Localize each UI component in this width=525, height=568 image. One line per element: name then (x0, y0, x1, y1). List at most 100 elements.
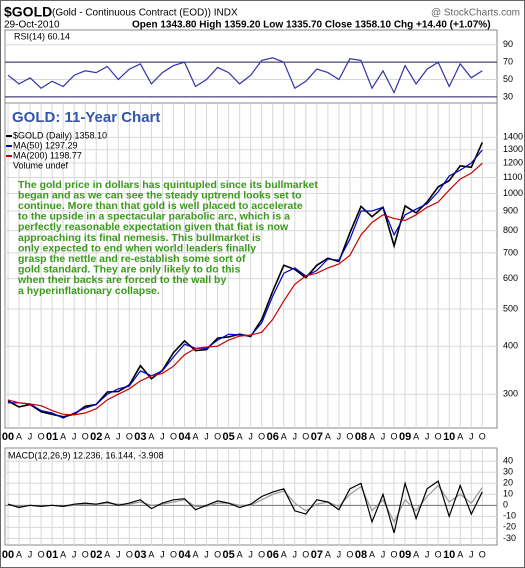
annotation: perfectly reasonable expectation given t… (18, 221, 289, 233)
y-tick-label: 20 (503, 478, 513, 488)
annotation: The gold price in dollars has quintupled… (18, 179, 318, 191)
x-tick-label: J (160, 549, 165, 559)
x-tick-label: 06 (267, 549, 279, 561)
annotation: only expected to end when world leaders … (18, 242, 256, 254)
x-tick-label: J (28, 431, 33, 441)
x-tick-label: J (248, 549, 253, 559)
x-tick-label: A (325, 431, 331, 441)
x-tick-label: O (346, 431, 353, 441)
y-tick-label: 30 (503, 467, 513, 477)
x-tick-label: O (38, 549, 45, 559)
y-tick-label: 90 (503, 39, 513, 49)
instrument-name: (Gold - Continuous Contract (EOD)) INDX (52, 8, 238, 19)
x-tick-label: J (425, 431, 430, 441)
x-tick-label: A (325, 549, 331, 559)
annotation: continue. More than that gold is well pl… (18, 200, 303, 212)
x-tick-label: A (148, 431, 154, 441)
annotation: when their backs are forced to the wall … (17, 274, 226, 286)
legend-entry: Volume undef (13, 160, 69, 170)
x-tick-label: J (469, 549, 474, 559)
x-tick-label: J (293, 549, 298, 559)
x-tick-label: 04 (178, 549, 191, 561)
y-tick-label: 10 (503, 489, 513, 499)
x-tick-label: J (425, 549, 430, 559)
symbol: $GOLD (4, 4, 52, 20)
x-tick-label: O (214, 549, 221, 559)
x-tick-label: 08 (355, 549, 367, 561)
panel-label: MACD(12,26,9) 12.236, 16.144, -3.908 (8, 450, 164, 460)
x-tick-label: 02 (90, 431, 102, 443)
x-tick-label: 07 (311, 431, 323, 443)
y-tick-label: 1200 (503, 157, 523, 167)
legend-entry: MA(50) 1297.29 (13, 140, 78, 150)
x-tick-label: O (391, 549, 398, 559)
x-tick-label: 04 (178, 431, 191, 443)
x-tick-label: O (435, 431, 442, 441)
x-tick-label: A (193, 549, 199, 559)
series-line (7, 57, 483, 95)
x-tick-label: O (82, 549, 89, 559)
x-tick-label: 09 (399, 431, 411, 443)
x-tick-label: O (302, 431, 309, 441)
y-tick-label: 600 (503, 273, 518, 283)
x-tick-label: J (160, 431, 165, 441)
x-tick-label: A (104, 549, 110, 559)
x-tick-label: O (391, 431, 398, 441)
x-tick-label: 07 (311, 549, 323, 561)
x-tick-label: A (413, 431, 419, 441)
x-tick-label: J (28, 549, 33, 559)
x-tick-label: J (248, 431, 253, 441)
x-tick-label: J (116, 549, 121, 559)
x-tick-label: O (302, 549, 309, 559)
y-tick-label: 1100 (503, 172, 522, 182)
x-tick-label: J (72, 431, 77, 441)
x-tick-label: 05 (222, 431, 234, 443)
x-tick-label: O (479, 431, 486, 441)
x-tick-label: O (435, 549, 442, 559)
x-tick-label: 08 (355, 431, 367, 443)
source: @ StockCharts.com (431, 8, 520, 19)
x-tick-label: 01 (46, 431, 58, 443)
x-tick-label: A (457, 431, 463, 441)
x-tick-label: O (214, 431, 221, 441)
y-tick-label: 1400 (503, 132, 523, 142)
x-tick-label: 00 (2, 549, 14, 561)
x-tick-label: A (237, 549, 243, 559)
x-tick-label: J (337, 431, 342, 441)
series-line (7, 162, 483, 416)
x-tick-label: J (381, 549, 386, 559)
y-tick-label: 70 (503, 57, 513, 67)
x-tick-label: 09 (399, 549, 411, 561)
y-tick-label: 900 (503, 205, 518, 215)
x-tick-label: 02 (90, 549, 102, 561)
x-tick-label: O (170, 549, 177, 559)
x-tick-label: O (170, 431, 177, 441)
x-tick-label: A (237, 431, 243, 441)
y-tick-label: 700 (503, 247, 518, 257)
x-tick-label: O (38, 431, 45, 441)
y-tick-label: 40 (503, 456, 513, 466)
y-tick-label: 1300 (503, 144, 523, 154)
y-tick-label: -20 (503, 522, 516, 532)
x-tick-label: A (369, 431, 375, 441)
y-tick-label: 30 (503, 91, 513, 101)
x-tick-label: A (148, 549, 154, 559)
x-tick-label: O (479, 549, 486, 559)
quote: Open 1343.80 High 1359.20 Low 1335.70 Cl… (132, 20, 491, 31)
y-tick-label: 50 (503, 74, 513, 84)
y-tick-label: 800 (503, 225, 518, 235)
x-tick-label: O (126, 431, 133, 441)
annotation: grasp the nettle and re-establish some s… (18, 253, 246, 265)
x-tick-label: A (104, 431, 110, 441)
annotation: began and as we can see the steady uptre… (18, 189, 302, 201)
x-tick-label: J (293, 431, 298, 441)
legend-entry: MA(200) 1198.77 (13, 150, 82, 160)
x-tick-label: 05 (222, 549, 234, 561)
x-tick-label: 01 (46, 549, 58, 561)
x-tick-label: J (72, 549, 77, 559)
y-tick-label: 1000 (503, 188, 523, 198)
y-tick-label: 300 (503, 389, 518, 399)
x-tick-label: A (193, 431, 199, 441)
x-tick-label: A (457, 549, 463, 559)
x-tick-label: J (204, 431, 209, 441)
